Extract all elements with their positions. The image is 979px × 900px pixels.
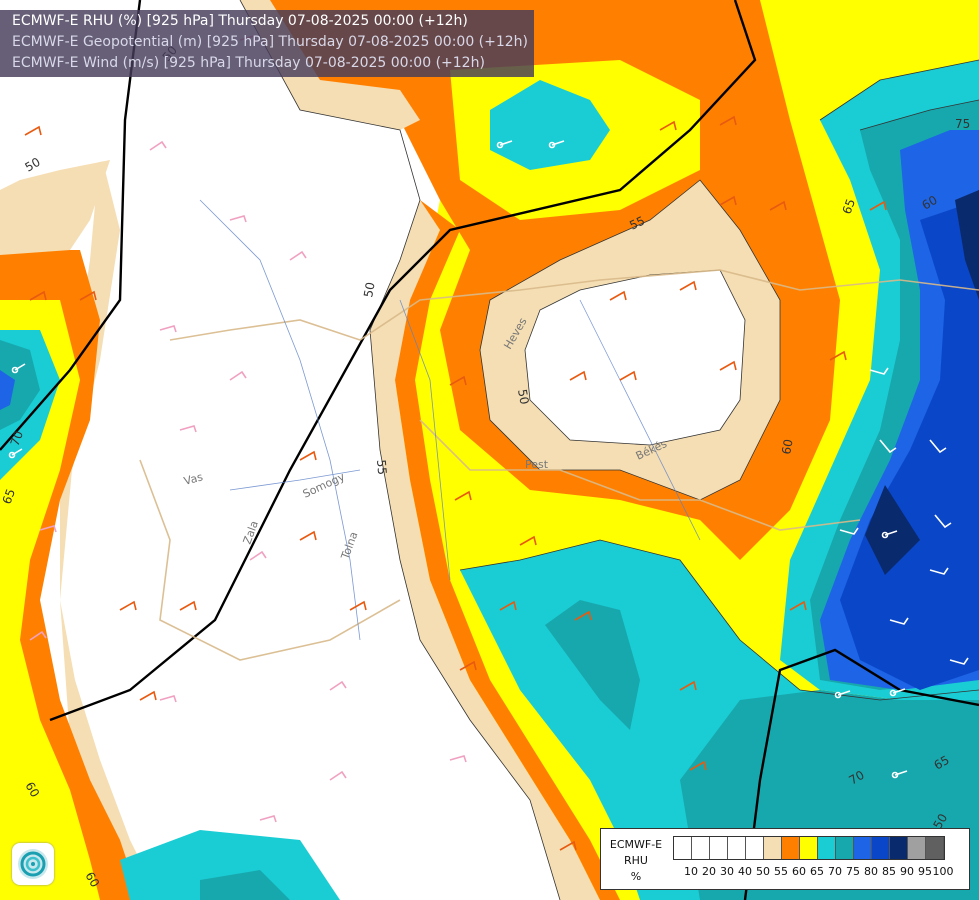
rhu-75-southwest xyxy=(200,870,290,900)
place-label-vas: Vas xyxy=(182,470,204,488)
legend-swatch xyxy=(710,837,728,859)
rhu-80-west-patch xyxy=(0,370,15,410)
wind-barbs xyxy=(8,35,969,851)
legend-swatch xyxy=(854,837,872,859)
legend-swatch xyxy=(728,837,746,859)
contour-label: 50 xyxy=(361,281,377,298)
legend-swatch xyxy=(800,837,818,859)
rhu-75-west-patch xyxy=(0,340,40,430)
ecmwf-logo xyxy=(12,843,54,885)
legend-ticks: 10 20 30 40 50 55 60 65 70 75 80 85 90 95 100 xyxy=(673,865,973,879)
legend-swatch xyxy=(908,837,926,859)
legend-tick-label: 90 xyxy=(900,865,914,878)
legend-swatch xyxy=(782,837,800,859)
legend-tick-label: 30 xyxy=(720,865,734,878)
legend-tick-label: 60 xyxy=(792,865,806,878)
title-geopotential: ECMWF-E Geopotential (m) [925 hPa] Thurs… xyxy=(12,34,529,50)
contour-label: 55 xyxy=(627,214,647,233)
legend-swatch xyxy=(764,837,782,859)
contour-label: 75 xyxy=(955,117,970,131)
contour-label: 60 xyxy=(920,193,940,213)
legend-tick-label: 80 xyxy=(864,865,878,878)
legend-tick-label: 40 xyxy=(738,865,752,878)
contour-label: 70 xyxy=(847,768,867,788)
legend-tick-label: 55 xyxy=(774,865,788,878)
legend-swatches xyxy=(673,836,945,860)
rhu-50-west xyxy=(60,0,560,900)
legend-variable: RHU xyxy=(624,854,648,867)
contour-label: 60 xyxy=(22,780,42,800)
legend-unit: % xyxy=(630,870,642,883)
legend-tick-label: 85 xyxy=(882,865,896,878)
rhu-75-south xyxy=(545,600,640,730)
contour-label: 65 xyxy=(840,197,858,216)
legend-model: ECMWF-E xyxy=(609,838,663,851)
place-label-pest: Pest xyxy=(525,458,549,471)
contour-label: 55 xyxy=(374,459,389,475)
rhu-90-east xyxy=(955,190,979,300)
contour-label: 60 xyxy=(82,870,102,890)
rhu-50-core xyxy=(525,270,745,445)
borders xyxy=(139,269,979,661)
legend-tick-label: 10 xyxy=(684,865,698,878)
legend-tick-label: 65 xyxy=(810,865,824,878)
legend-swatch xyxy=(926,837,944,859)
rhu-contours xyxy=(239,0,979,900)
legend-title: ECMWF-E RHU % xyxy=(603,837,669,885)
contour-label: 70 xyxy=(8,429,26,448)
rhu-70-north-patch xyxy=(490,80,610,170)
legend-swatch xyxy=(674,837,692,859)
rhu-60-central-band xyxy=(395,200,620,900)
rhu-85-east xyxy=(840,200,979,690)
legend-swatch xyxy=(890,837,908,859)
title-rhu: ECMWF-E RHU (%) [925 hPa] Thursday 07-08… xyxy=(12,13,468,29)
legend-tick-label: 95 xyxy=(918,865,932,878)
legend-tick-label: 70 xyxy=(828,865,842,878)
legend-tick-label: 50 xyxy=(756,865,770,878)
logo-icon xyxy=(18,849,48,879)
rivers xyxy=(199,199,701,641)
rhu-55-northwest xyxy=(0,160,110,255)
legend-swatch xyxy=(872,837,890,859)
contour-label: 60 xyxy=(779,438,795,455)
legend-swatch xyxy=(818,837,836,859)
legend-swatch xyxy=(746,837,764,859)
rhu-55-east-strip xyxy=(370,200,600,900)
color-legend: ECMWF-E RHU % 10 20 30 40 50 55 60 65 70 75 80 85 90… xyxy=(600,828,970,890)
contour-label: 50 xyxy=(515,388,531,405)
rhu-90-east-diamond xyxy=(865,485,920,575)
contour-label: 50 xyxy=(930,811,950,831)
legend-swatch xyxy=(836,837,854,859)
contour-label: 65 xyxy=(932,753,952,773)
title-wind: ECMWF-E Wind (m/s) [925 hPa] Thursday 07… xyxy=(12,55,485,71)
map-title-box: ECMWF-E RHU (%) [925 hPa] Thursday 07-08… xyxy=(0,10,535,77)
legend-tick-label: 100 xyxy=(932,865,954,878)
contour-label: 50 xyxy=(23,155,43,175)
contour-label: 65 xyxy=(0,487,18,506)
rhu-70-southwest xyxy=(120,830,340,900)
legend-tick-label: 20 xyxy=(702,865,716,878)
legend-swatch xyxy=(692,837,710,859)
legend-tick-label: 75 xyxy=(846,865,860,878)
